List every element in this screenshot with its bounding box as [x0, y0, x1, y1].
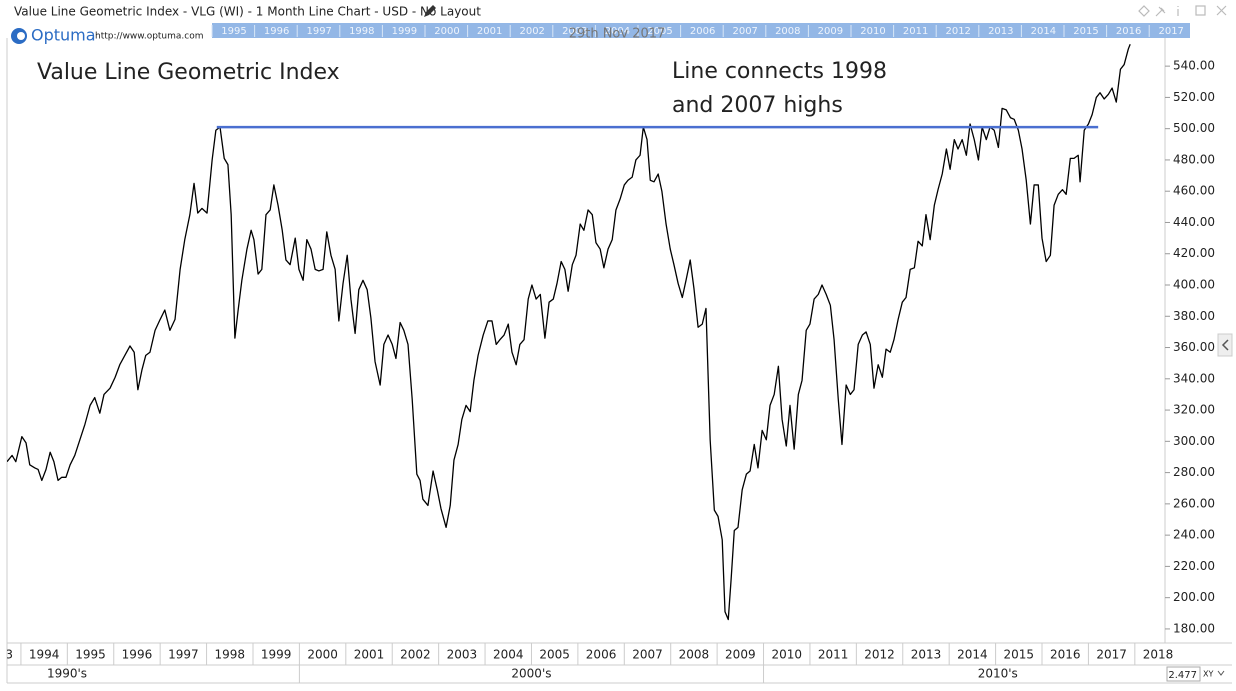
x-tick-label: 2016	[1050, 648, 1081, 662]
x-tick-label: 2012	[864, 648, 895, 662]
side-panel-arrow	[1221, 339, 1229, 351]
navigator-years: 1995 1996 1997 1998 1999 2000 2001 2002 2003 2004…	[211, 25, 1184, 37]
navigator-year: 1997	[306, 26, 331, 37]
navigator-year: 2005	[647, 26, 672, 37]
brand-url: http://www.optuma.com	[95, 32, 204, 42]
y-tick-label: 400.00	[1173, 278, 1215, 292]
navigator-year: 2014	[1031, 26, 1056, 37]
navigator-year: 2001	[477, 26, 502, 37]
navigator-year: 2011	[903, 26, 928, 37]
y-tick-label: 200.00	[1173, 590, 1215, 604]
edit-icon[interactable]	[424, 5, 436, 17]
zoom-box[interactable]	[1166, 666, 1201, 682]
x-tick-label: 2018	[1143, 648, 1174, 662]
y-tick-label: 360.00	[1173, 340, 1215, 354]
navigator-year: 2006	[690, 26, 715, 37]
x-tick-label: 2011	[818, 648, 849, 662]
x-tick-label: 2010	[771, 648, 802, 662]
y-tick-label: 420.00	[1173, 246, 1215, 260]
y-tick-label: 300.00	[1173, 434, 1215, 448]
annotation: and 2007 highs	[672, 93, 843, 118]
logo-icon-inner	[17, 32, 25, 40]
navigator-year: 2004	[605, 26, 630, 37]
x-tick-label: 1996	[122, 648, 153, 662]
navigator-year: 1999	[392, 26, 417, 37]
decade-label: 2000's	[511, 667, 551, 681]
x-tick-label: 2008	[679, 648, 710, 662]
navigator-year: 2007	[732, 26, 757, 37]
x-tick-label: 2004	[493, 648, 524, 662]
x-tick-label: 2013	[911, 648, 942, 662]
navigator-year: 2015	[1073, 26, 1098, 37]
x-tick-label: 2000	[307, 648, 338, 662]
navigator-year: 1998	[349, 26, 374, 37]
y-tick-label: 240.00	[1173, 528, 1215, 542]
x-tick-label: 1999	[261, 648, 292, 662]
price-line	[7, 44, 1131, 621]
x-tick-label: 2005	[539, 648, 570, 662]
x-tick-label: 1993	[0, 648, 13, 662]
y-tick-label: 180.00	[1173, 621, 1215, 635]
x-tick-label: 2007	[632, 648, 663, 662]
x-tick-label: 2001	[354, 648, 385, 662]
brand: Optuma	[31, 26, 96, 45]
decade-label: 1990's	[47, 667, 87, 681]
x-tick-label: 2003	[447, 648, 478, 662]
y-tick-label: 500.00	[1173, 121, 1215, 135]
navigator-year: 2017	[1158, 26, 1183, 37]
y-axis: 180.00 200.00 220.00 240.00 260.00 280.00 300.…	[1165, 59, 1215, 635]
side-panel-toggle[interactable]	[1217, 333, 1233, 357]
y-tick-label: 260.00	[1173, 496, 1215, 510]
navigator-year: 2009	[818, 26, 843, 37]
navigator-year: 2003	[562, 26, 587, 37]
zoom-dropdown[interactable]	[1217, 670, 1225, 676]
navigator[interactable]	[212, 23, 1190, 38]
navigator-year: 1996	[264, 26, 289, 37]
navigator-year: 2002	[519, 26, 544, 37]
y-tick-label: 540.00	[1173, 59, 1215, 73]
zoom-mode[interactable]: XY	[1203, 670, 1213, 679]
window-title: Value Line Geometric Index - VLG (WI) - …	[14, 5, 481, 19]
x-tick-label: 2014	[957, 648, 988, 662]
navigator-date: 29th Nov 2017	[569, 27, 666, 42]
decade-label: 2010's	[978, 667, 1018, 681]
pin-icon[interactable]	[1155, 6, 1166, 17]
restore-icon[interactable]	[1195, 5, 1206, 16]
x-tick-label: 1998	[215, 648, 246, 662]
y-tick-label: 340.00	[1173, 371, 1215, 385]
annotation-title: Value Line Geometric Index	[37, 60, 340, 85]
window-controls	[1138, 5, 1227, 17]
x-tick-label: 1995	[75, 648, 106, 662]
y-tick-label: 460.00	[1173, 184, 1215, 198]
close-icon[interactable]	[1216, 5, 1227, 16]
navigator-year: 1995	[221, 26, 246, 37]
diamond-icon[interactable]	[1138, 5, 1150, 17]
y-tick-label: 520.00	[1173, 90, 1215, 104]
x-axis: 1993 1994 1995 1996 1997 1998 1999 2000 2001 2002…	[0, 643, 1174, 683]
x-tick-label: 2006	[586, 648, 617, 662]
y-tick-label: 380.00	[1173, 309, 1215, 323]
navigator-year: 2010	[860, 26, 885, 37]
y-tick-label: 480.00	[1173, 152, 1215, 166]
y-tick-label: 280.00	[1173, 465, 1215, 479]
zoom-value: 2.477	[1168, 670, 1197, 681]
y-tick-label: 220.00	[1173, 559, 1215, 573]
y-tick-label: 440.00	[1173, 215, 1215, 229]
navigator-year: 2008	[775, 26, 800, 37]
x-tick-label: 2015	[1004, 648, 1035, 662]
x-tick-label: 1997	[168, 648, 199, 662]
navigator-year: 2012	[945, 26, 970, 37]
y-tick-label: 320.00	[1173, 403, 1215, 417]
plot-area	[7, 44, 1131, 621]
navigator-year: 2000	[434, 26, 459, 37]
x-tick-label: 2017	[1096, 648, 1127, 662]
navigator-year: 2016	[1116, 26, 1141, 37]
annotation: Line connects 1998	[672, 59, 887, 84]
x-tick-label: 1994	[29, 648, 60, 662]
x-tick-label: 2009	[725, 648, 756, 662]
navigator-year: 2013	[988, 26, 1013, 37]
x-tick-label: 2002	[400, 648, 431, 662]
